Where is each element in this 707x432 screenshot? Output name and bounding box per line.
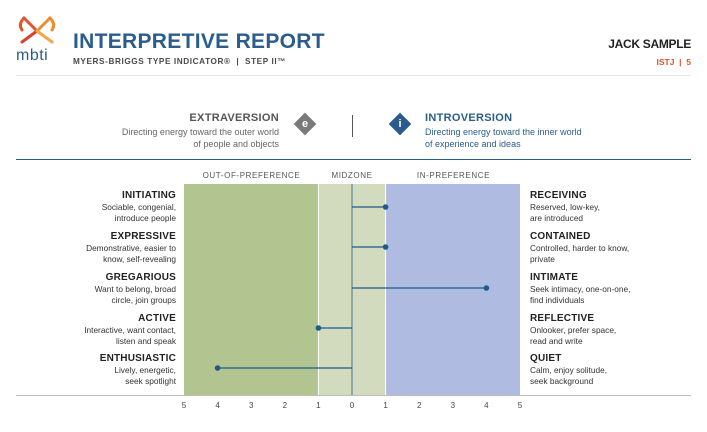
facet-left-desc-line-1: Lively, energetic,	[114, 365, 176, 375]
dichotomy-rule	[16, 159, 691, 160]
tick-label: 2	[416, 401, 422, 410]
facet-right-pole: QUIET Calm, enjoy solitude, seek backgroun…	[530, 353, 700, 386]
facet-left-desc-line-1: Interactive, want contact,	[84, 325, 176, 335]
facet-left-name: ENTHUSIASTIC	[99, 353, 176, 364]
facet-right-name: RECEIVING	[530, 190, 587, 201]
tick-label: 5	[181, 401, 187, 410]
zone-label-out: OUT-OF-PREFERENCE	[202, 171, 301, 180]
dichotomy-divider	[352, 115, 353, 137]
facet-right-desc-line-2: are introduced	[530, 212, 584, 223]
facet-right-desc-line-2: read and write	[530, 335, 583, 346]
introversion-desc-line-2: of experience and ideas	[425, 139, 521, 149]
tick-label: 4	[215, 401, 220, 410]
facet-left-name: INITIATING	[121, 190, 176, 201]
facet-left-pole: GREGARIOUS Want to belong, broad circle, j…	[0, 272, 176, 305]
facet-right-desc-line-2: find individuals	[530, 294, 585, 305]
facet-right-name: CONTAINED	[530, 231, 591, 242]
facet-right-desc-line-1: Onlooker, prefer space,	[530, 325, 617, 335]
facet-left-desc-line-2: listen and speak	[116, 335, 176, 346]
facet-left-desc-line-2: seek spotlight	[125, 375, 176, 386]
introversion-title: INTROVERSION	[425, 112, 513, 124]
report-title: INTERPRETIVE REPORT	[73, 30, 325, 53]
tick-label: 0	[349, 401, 355, 410]
facet-left-name: GREGARIOUS	[105, 272, 176, 283]
report-subtitle: MYERS-BRIGGS TYPE INDICATOR® | STEP II™	[73, 57, 287, 66]
score-marker	[214, 365, 221, 371]
extraversion-badge-icon: e	[293, 112, 317, 136]
facet-right-desc-line-2: private	[530, 253, 555, 264]
facet-right-pole: REFLECTIVE Onlooker, prefer space, read an…	[530, 313, 700, 346]
zone-label-in: IN-PREFERENCE	[416, 171, 491, 180]
tick-label: 3	[248, 401, 254, 410]
introversion-description: Directing energy toward the inner world …	[425, 126, 655, 150]
extraversion-desc-line-1: Directing energy toward the outer world	[121, 127, 279, 137]
facet-left-desc-line-1: Demonstrative, easier to	[86, 243, 176, 253]
in-preference-zone	[385, 184, 520, 395]
score-marker	[382, 204, 389, 210]
facet-left-desc-line-2: introduce people	[114, 212, 176, 223]
extraversion-title: EXTRAVERSION	[189, 112, 279, 124]
facet-left-pole: ACTIVE Interactive, want contact, listen a…	[0, 313, 176, 346]
facet-left-desc-line-2: circle, join groups	[111, 294, 176, 305]
introversion-desc-line-1: Directing energy toward the inner world	[425, 127, 582, 137]
out-of-preference-zone	[184, 184, 319, 395]
tick-label: 1	[383, 401, 388, 410]
tick-label: 3	[450, 401, 456, 410]
introversion-letter: i	[398, 118, 402, 130]
facet-right-pole: INTIMATE Seek intimacy, one-on-one, find i…	[530, 272, 700, 305]
header-divider	[16, 75, 691, 76]
tick-label: 5	[517, 401, 523, 410]
facet-left-pole: INITIATING Sociable, congenial, introduce …	[0, 190, 176, 223]
facet-right-pole: RECEIVING Reserved, low-key, are introduce…	[530, 190, 700, 223]
score-marker	[382, 244, 389, 250]
facet-right-desc-line-1: Seek intimacy, one-on-one,	[530, 284, 631, 294]
facet-left-desc-line-2: know, self-revealing	[103, 253, 176, 264]
tick-label: 2	[282, 401, 288, 410]
facet-right-pole: CONTAINED Controlled, harder to know, priv…	[530, 231, 700, 264]
facet-left-name: ACTIVE	[138, 313, 176, 324]
axis-rule	[16, 395, 691, 396]
facet-right-name: REFLECTIVE	[530, 313, 595, 324]
facet-right-desc-line-1: Reserved, low-key,	[530, 202, 600, 212]
type-code: ISTJ | 5	[656, 57, 691, 67]
tick-label: 1	[316, 401, 321, 410]
facet-right-desc-line-1: Calm, enjoy solitude,	[530, 365, 608, 375]
mbti-logo-icon	[18, 16, 56, 44]
tick-label: 4	[484, 401, 489, 410]
logo-wordmark: mbti	[16, 47, 49, 64]
extraversion-letter: e	[301, 118, 309, 130]
facet-right-name: INTIMATE	[530, 272, 579, 283]
facet-right-name: QUIET	[530, 353, 562, 364]
extraversion-description: Directing energy toward the outer world …	[49, 126, 279, 150]
facet-left-pole: EXPRESSIVE Demonstrative, easier to know, …	[0, 231, 176, 264]
facet-right-desc-line-1: Controlled, harder to know,	[530, 243, 630, 253]
extraversion-desc-line-2: of people and objects	[193, 139, 279, 149]
introversion-badge-icon: i	[388, 112, 412, 136]
facet-left-desc-line-1: Sociable, congenial,	[101, 202, 176, 212]
facet-left-pole: ENTHUSIASTIC Lively, energetic, seek spotl…	[0, 353, 176, 386]
facet-left-desc-line-1: Want to belong, broad	[94, 284, 176, 294]
client-name: JACK SAMPLE	[608, 37, 691, 51]
facet-right-desc-line-2: seek background	[530, 375, 594, 386]
score-marker	[315, 325, 322, 331]
facet-left-name: EXPRESSIVE	[110, 231, 176, 242]
score-marker	[483, 285, 490, 291]
zone-label-mid: MIDZONE	[331, 171, 373, 180]
